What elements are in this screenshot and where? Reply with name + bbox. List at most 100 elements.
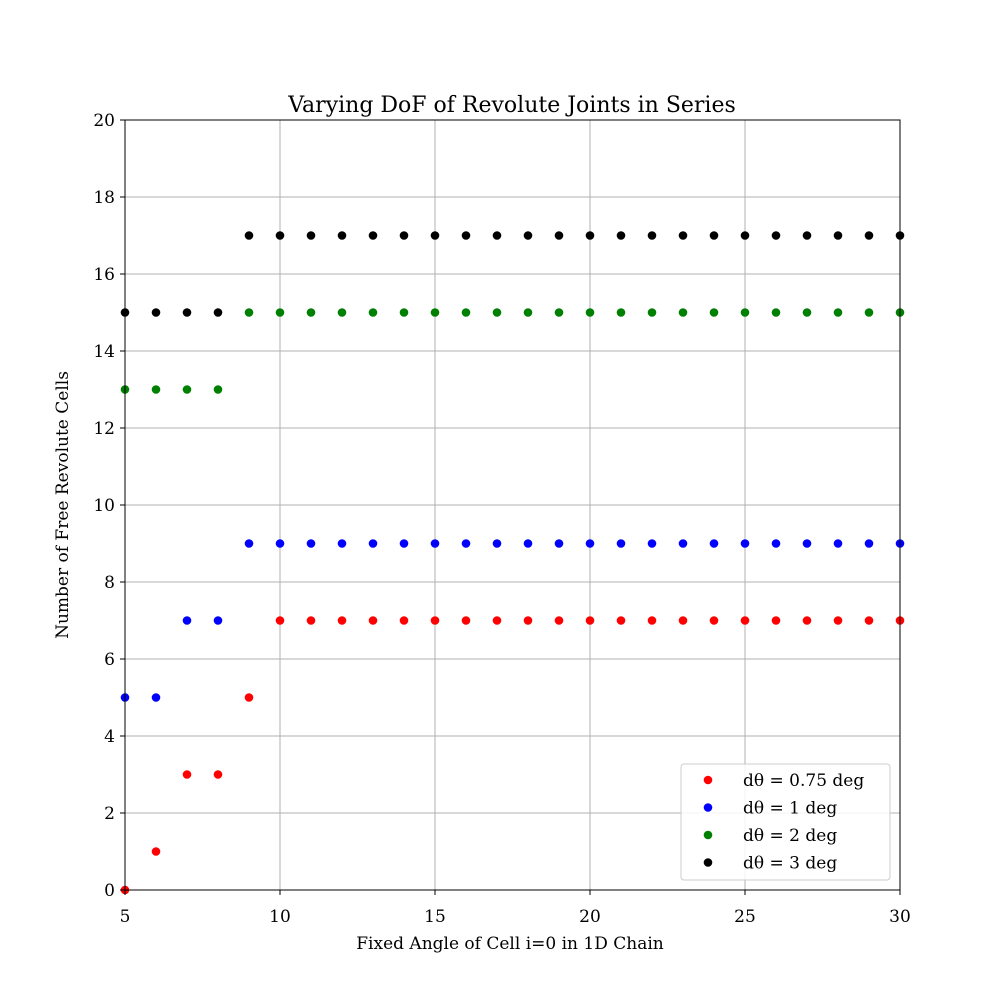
point-series-0 <box>306 616 316 625</box>
point-series-2 <box>182 385 192 394</box>
point-series-3 <box>678 231 688 240</box>
legend-box <box>680 763 891 881</box>
x-tick-label: 25 <box>734 907 756 927</box>
point-series-3 <box>213 308 223 317</box>
point-series-1 <box>151 693 161 702</box>
point-series-0 <box>337 616 347 625</box>
point-series-3 <box>523 231 533 240</box>
legend-label: dθ = 0.75 deg <box>743 771 864 791</box>
point-series-2 <box>678 308 688 317</box>
point-series-0 <box>492 616 502 625</box>
point-series-3 <box>616 231 626 240</box>
y-tick-label: 20 <box>93 111 115 131</box>
legend-marker <box>703 830 713 840</box>
point-series-0 <box>399 616 409 625</box>
y-tick-label: 0 <box>104 881 115 901</box>
point-series-1 <box>833 539 843 548</box>
point-series-2 <box>864 308 874 317</box>
point-series-2 <box>709 308 719 317</box>
point-series-1 <box>771 539 781 548</box>
point-series-2 <box>337 308 347 317</box>
x-tick-label: 30 <box>889 907 911 927</box>
point-series-1 <box>709 539 719 548</box>
point-series-3 <box>337 231 347 240</box>
legend-label: dθ = 3 deg <box>743 854 837 874</box>
point-series-3 <box>461 231 471 240</box>
point-series-0 <box>740 616 750 625</box>
point-series-1 <box>244 539 254 548</box>
point-series-0 <box>151 847 161 856</box>
point-series-3 <box>492 231 502 240</box>
x-tick-label: 20 <box>579 907 601 927</box>
point-series-0 <box>461 616 471 625</box>
point-series-1 <box>585 539 595 548</box>
point-series-1 <box>492 539 502 548</box>
x-tick-label: 5 <box>120 907 131 927</box>
y-tick-label: 16 <box>93 265 115 285</box>
point-series-1 <box>554 539 564 548</box>
point-series-2 <box>213 385 223 394</box>
point-series-2 <box>554 308 564 317</box>
point-series-0 <box>244 693 254 702</box>
point-series-2 <box>802 308 812 317</box>
point-series-0 <box>368 616 378 625</box>
y-tick-label: 6 <box>104 650 115 670</box>
point-series-3 <box>151 308 161 317</box>
point-series-3 <box>368 231 378 240</box>
y-tick-label: 8 <box>104 573 115 593</box>
point-series-1 <box>523 539 533 548</box>
point-series-0 <box>523 616 533 625</box>
point-series-2 <box>275 308 285 317</box>
point-series-1 <box>306 539 316 548</box>
point-series-1 <box>337 539 347 548</box>
x-axis-label: Fixed Angle of Cell i=0 in 1D Chain <box>356 934 664 954</box>
point-series-1 <box>430 539 440 548</box>
point-series-1 <box>213 616 223 625</box>
point-series-1 <box>647 539 657 548</box>
point-series-0 <box>678 616 688 625</box>
point-series-2 <box>151 385 161 394</box>
point-series-0 <box>182 770 192 779</box>
data-points <box>120 231 905 895</box>
point-series-2 <box>399 308 409 317</box>
x-tick-label: 10 <box>269 907 291 927</box>
point-series-2 <box>461 308 471 317</box>
point-series-1 <box>740 539 750 548</box>
point-series-0 <box>647 616 657 625</box>
point-series-0 <box>554 616 564 625</box>
point-series-3 <box>771 231 781 240</box>
point-series-2 <box>492 308 502 317</box>
point-series-2 <box>616 308 626 317</box>
point-series-1 <box>616 539 626 548</box>
point-series-1 <box>368 539 378 548</box>
point-series-3 <box>740 231 750 240</box>
point-series-0 <box>616 616 626 625</box>
point-series-1 <box>399 539 409 548</box>
point-series-3 <box>430 231 440 240</box>
point-series-2 <box>585 308 595 317</box>
point-series-0 <box>709 616 719 625</box>
point-series-1 <box>461 539 471 548</box>
point-series-1 <box>182 616 192 625</box>
point-series-3 <box>554 231 564 240</box>
legend-label: dθ = 1 deg <box>743 799 837 819</box>
point-series-3 <box>399 231 409 240</box>
point-series-0 <box>213 770 223 779</box>
point-series-3 <box>647 231 657 240</box>
point-series-2 <box>833 308 843 317</box>
point-series-3 <box>182 308 192 317</box>
point-series-1 <box>678 539 688 548</box>
point-series-0 <box>585 616 595 625</box>
x-tick-label: 15 <box>424 907 446 927</box>
point-series-0 <box>864 616 874 625</box>
point-series-2 <box>647 308 657 317</box>
legend-marker <box>703 803 713 812</box>
y-tick-label: 12 <box>93 419 115 439</box>
point-series-2 <box>368 308 378 317</box>
legend: dθ = 0.75 deg dθ = 1 deg dθ = 2 deg dθ = 3 … <box>680 763 891 881</box>
point-series-3 <box>275 231 285 240</box>
legend-marker <box>703 775 713 785</box>
point-series-1 <box>864 539 874 548</box>
point-series-2 <box>430 308 440 317</box>
